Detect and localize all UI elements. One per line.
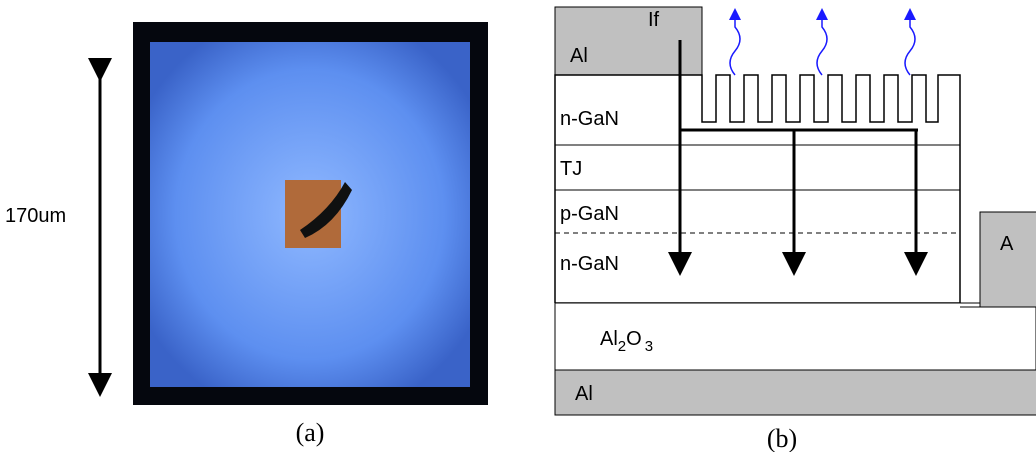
side-contact — [980, 212, 1036, 307]
label: Al — [570, 45, 588, 67]
dimension-label: 170um — [5, 205, 66, 227]
layer-label: n-GaN — [560, 108, 619, 130]
layer-label: p-GaN — [560, 203, 619, 225]
bottom-contact — [555, 370, 1036, 415]
caption: (b) — [767, 424, 797, 452]
caption: (a) — [296, 418, 325, 447]
label: A — [1000, 233, 1014, 255]
label: If — [648, 9, 660, 31]
layer-label: TJ — [560, 158, 582, 180]
current-path — [680, 40, 918, 264]
light-emission — [730, 14, 915, 75]
label: Al — [575, 383, 593, 405]
layer-label: n-GaN — [560, 253, 619, 275]
figure: 170um (a) Al If A n-GaN TJ p-GaN n-GaN A… — [0, 0, 1036, 452]
